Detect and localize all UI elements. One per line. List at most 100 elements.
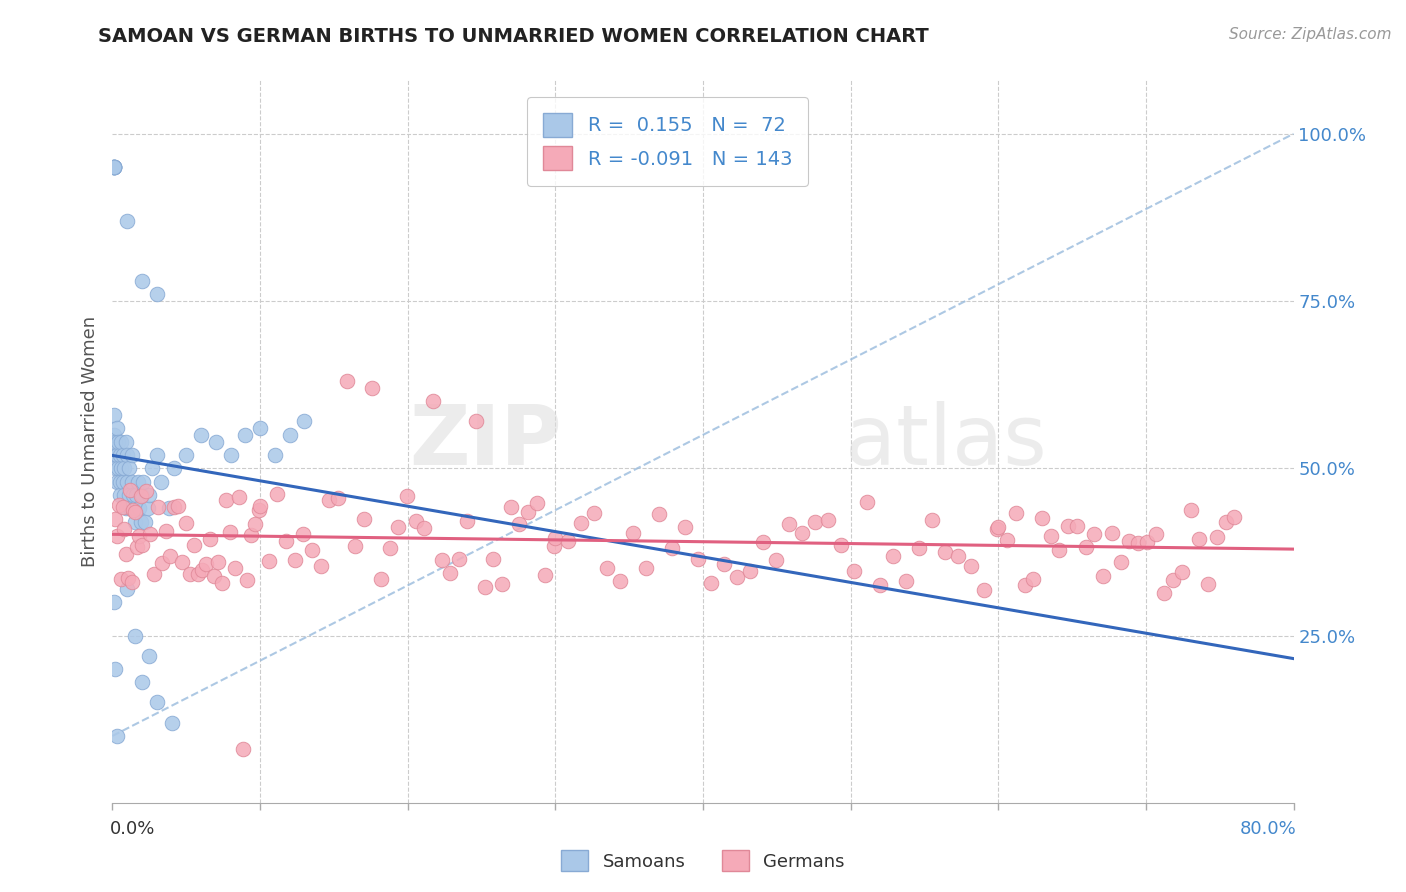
Point (1004, 506, 1026, 520)
Point (361, 381, 384, 395)
Point (105, 421, 128, 435)
Point (247, 502, 270, 516)
Point (112, 488, 135, 502)
Point (292, 414, 315, 429)
Point (104, 662, 127, 676)
Point (856, 494, 879, 508)
Point (1057, 519, 1080, 533)
Text: ZIP: ZIP (409, 401, 561, 482)
Point (104, 434, 127, 449)
Point (405, 514, 427, 528)
Point (104, 461, 127, 475)
Point (1049, 542, 1071, 557)
Point (1118, 534, 1140, 549)
Y-axis label: Births to Unmarried Women: Births to Unmarried Women (80, 316, 98, 567)
Point (187, 567, 209, 582)
Point (249, 421, 271, 435)
Point (127, 475, 149, 489)
Point (583, 506, 606, 520)
Point (124, 506, 146, 520)
Point (172, 556, 194, 570)
Point (155, 524, 177, 538)
Point (284, 553, 307, 567)
Point (370, 572, 392, 586)
Point (1066, 518, 1088, 533)
Point (740, 564, 762, 578)
Point (1074, 540, 1097, 554)
Text: SAMOAN VS GERMAN BIRTHS TO UNMARRIED WOMEN CORRELATION CHART: SAMOAN VS GERMAN BIRTHS TO UNMARRIED WOM… (98, 27, 929, 45)
Point (235, 574, 257, 588)
Point (224, 561, 246, 575)
Point (249, 500, 271, 514)
Point (200, 532, 222, 546)
Point (219, 525, 242, 540)
Point (1197, 577, 1219, 591)
Point (243, 517, 266, 532)
Point (1039, 529, 1062, 543)
Point (804, 515, 827, 529)
Point (422, 394, 444, 409)
Point (1206, 530, 1229, 544)
Point (124, 628, 146, 642)
Point (1171, 566, 1194, 580)
Point (103, 161, 125, 175)
Point (700, 575, 723, 590)
Point (790, 526, 813, 541)
Point (103, 161, 125, 175)
Text: atlas: atlas (845, 401, 1046, 482)
Point (111, 475, 134, 489)
Point (934, 545, 956, 559)
Point (118, 488, 141, 502)
Point (1128, 536, 1150, 550)
Text: 80.0%: 80.0% (1240, 820, 1296, 838)
Point (103, 161, 125, 175)
Point (202, 569, 225, 583)
Point (110, 434, 132, 449)
Point (129, 515, 152, 529)
Point (139, 526, 162, 541)
Point (1014, 578, 1036, 592)
Point (309, 559, 332, 574)
Point (103, 161, 125, 175)
Point (105, 529, 128, 543)
Point (278, 427, 301, 442)
Point (108, 498, 131, 512)
Point (163, 461, 186, 475)
Point (131, 274, 153, 288)
Point (174, 448, 197, 462)
Point (128, 529, 150, 543)
Point (121, 574, 143, 589)
Point (163, 500, 186, 514)
Point (121, 448, 143, 462)
Point (111, 448, 134, 462)
Point (688, 551, 710, 566)
Point (191, 563, 214, 577)
Point (353, 512, 375, 526)
Point (987, 519, 1010, 533)
Point (146, 696, 169, 710)
Point (117, 571, 139, 585)
Point (131, 488, 153, 502)
Point (430, 553, 453, 567)
Point (869, 578, 891, 592)
Point (150, 475, 173, 489)
Text: 0.0%: 0.0% (110, 820, 155, 838)
Point (107, 434, 129, 449)
Point (842, 564, 865, 578)
Legend: Samoans, Germans: Samoans, Germans (554, 843, 852, 879)
Point (104, 448, 127, 462)
Point (103, 161, 125, 175)
Point (387, 520, 409, 534)
Point (103, 161, 125, 175)
Point (517, 505, 540, 519)
Point (456, 514, 478, 528)
Point (121, 475, 143, 489)
Point (395, 489, 418, 503)
Point (146, 500, 169, 514)
Point (946, 549, 969, 563)
Point (150, 556, 173, 570)
Point (219, 448, 242, 462)
Point (344, 539, 367, 553)
Point (138, 488, 160, 502)
Point (232, 742, 254, 756)
